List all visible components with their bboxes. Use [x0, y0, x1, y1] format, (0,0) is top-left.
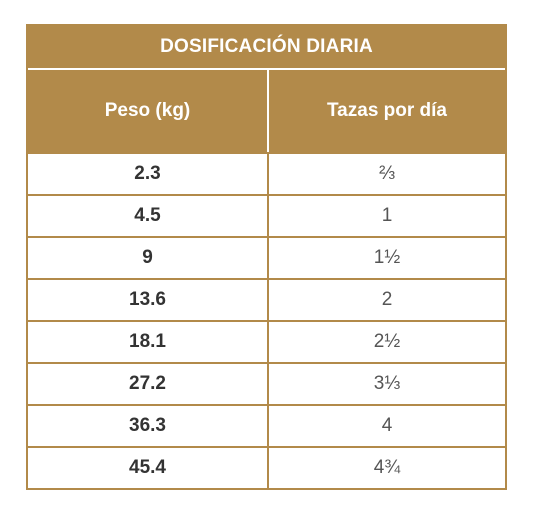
table-row: 13.6 2 [28, 280, 505, 322]
weight-cell: 2.3 [134, 163, 161, 184]
cups-cell: 4 [267, 406, 505, 446]
table-row: 9 1½ [28, 238, 505, 280]
weight-cell: 4.5 [134, 205, 161, 226]
table-row: 45.4 4¾ [28, 448, 505, 488]
weight-cell: 9 [142, 247, 153, 268]
table-title: DOSIFICACIÓN DIARIA [28, 26, 505, 70]
cups-cell: 2½ [267, 322, 505, 362]
header-weight: Peso (kg) [104, 100, 191, 121]
table-body: 2.3 ⅔ 4.5 1 9 1½ 13.6 2 18.1 2½ 27.2 3⅓ … [28, 154, 505, 488]
weight-cell: 36.3 [129, 415, 166, 436]
cups-cell: 3⅓ [267, 364, 505, 404]
weight-cell: 18.1 [129, 331, 166, 352]
weight-cell: 27.2 [129, 373, 166, 394]
cups-cell: 2 [267, 280, 505, 320]
cups-cell: 4¾ [267, 448, 505, 488]
dosage-table: DOSIFICACIÓN DIARIA Peso (kg) Tazas por … [26, 24, 507, 490]
table-row: 36.3 4 [28, 406, 505, 448]
table-header-row: Peso (kg) Tazas por día [28, 70, 505, 154]
header-cups: Tazas por día [267, 70, 505, 152]
table-row: 2.3 ⅔ [28, 154, 505, 196]
table-row: 18.1 2½ [28, 322, 505, 364]
cups-cell: 1 [267, 196, 505, 236]
weight-cell: 13.6 [129, 289, 166, 310]
table-row: 27.2 3⅓ [28, 364, 505, 406]
weight-cell: 45.4 [129, 457, 166, 478]
cups-cell: ⅔ [267, 154, 505, 194]
cups-cell: 1½ [267, 238, 505, 278]
table-row: 4.5 1 [28, 196, 505, 238]
